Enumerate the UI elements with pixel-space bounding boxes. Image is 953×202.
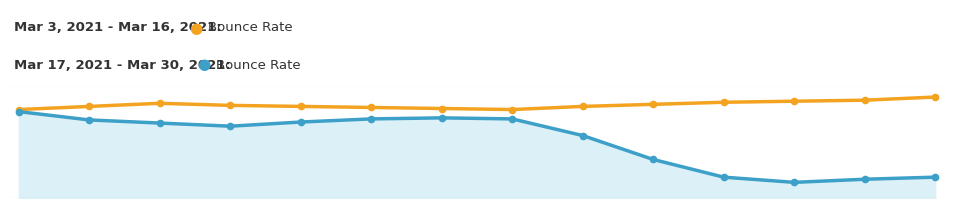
- Text: ●: ●: [189, 21, 202, 36]
- Text: ●: ●: [197, 57, 211, 72]
- Text: Mar 17, 2021 - Mar 30, 2021:: Mar 17, 2021 - Mar 30, 2021:: [14, 59, 231, 72]
- Text: Mar 3, 2021 - Mar 16, 2021:: Mar 3, 2021 - Mar 16, 2021:: [14, 21, 222, 34]
- Text: Bounce Rate: Bounce Rate: [216, 59, 300, 72]
- Text: Bounce Rate: Bounce Rate: [208, 21, 293, 34]
